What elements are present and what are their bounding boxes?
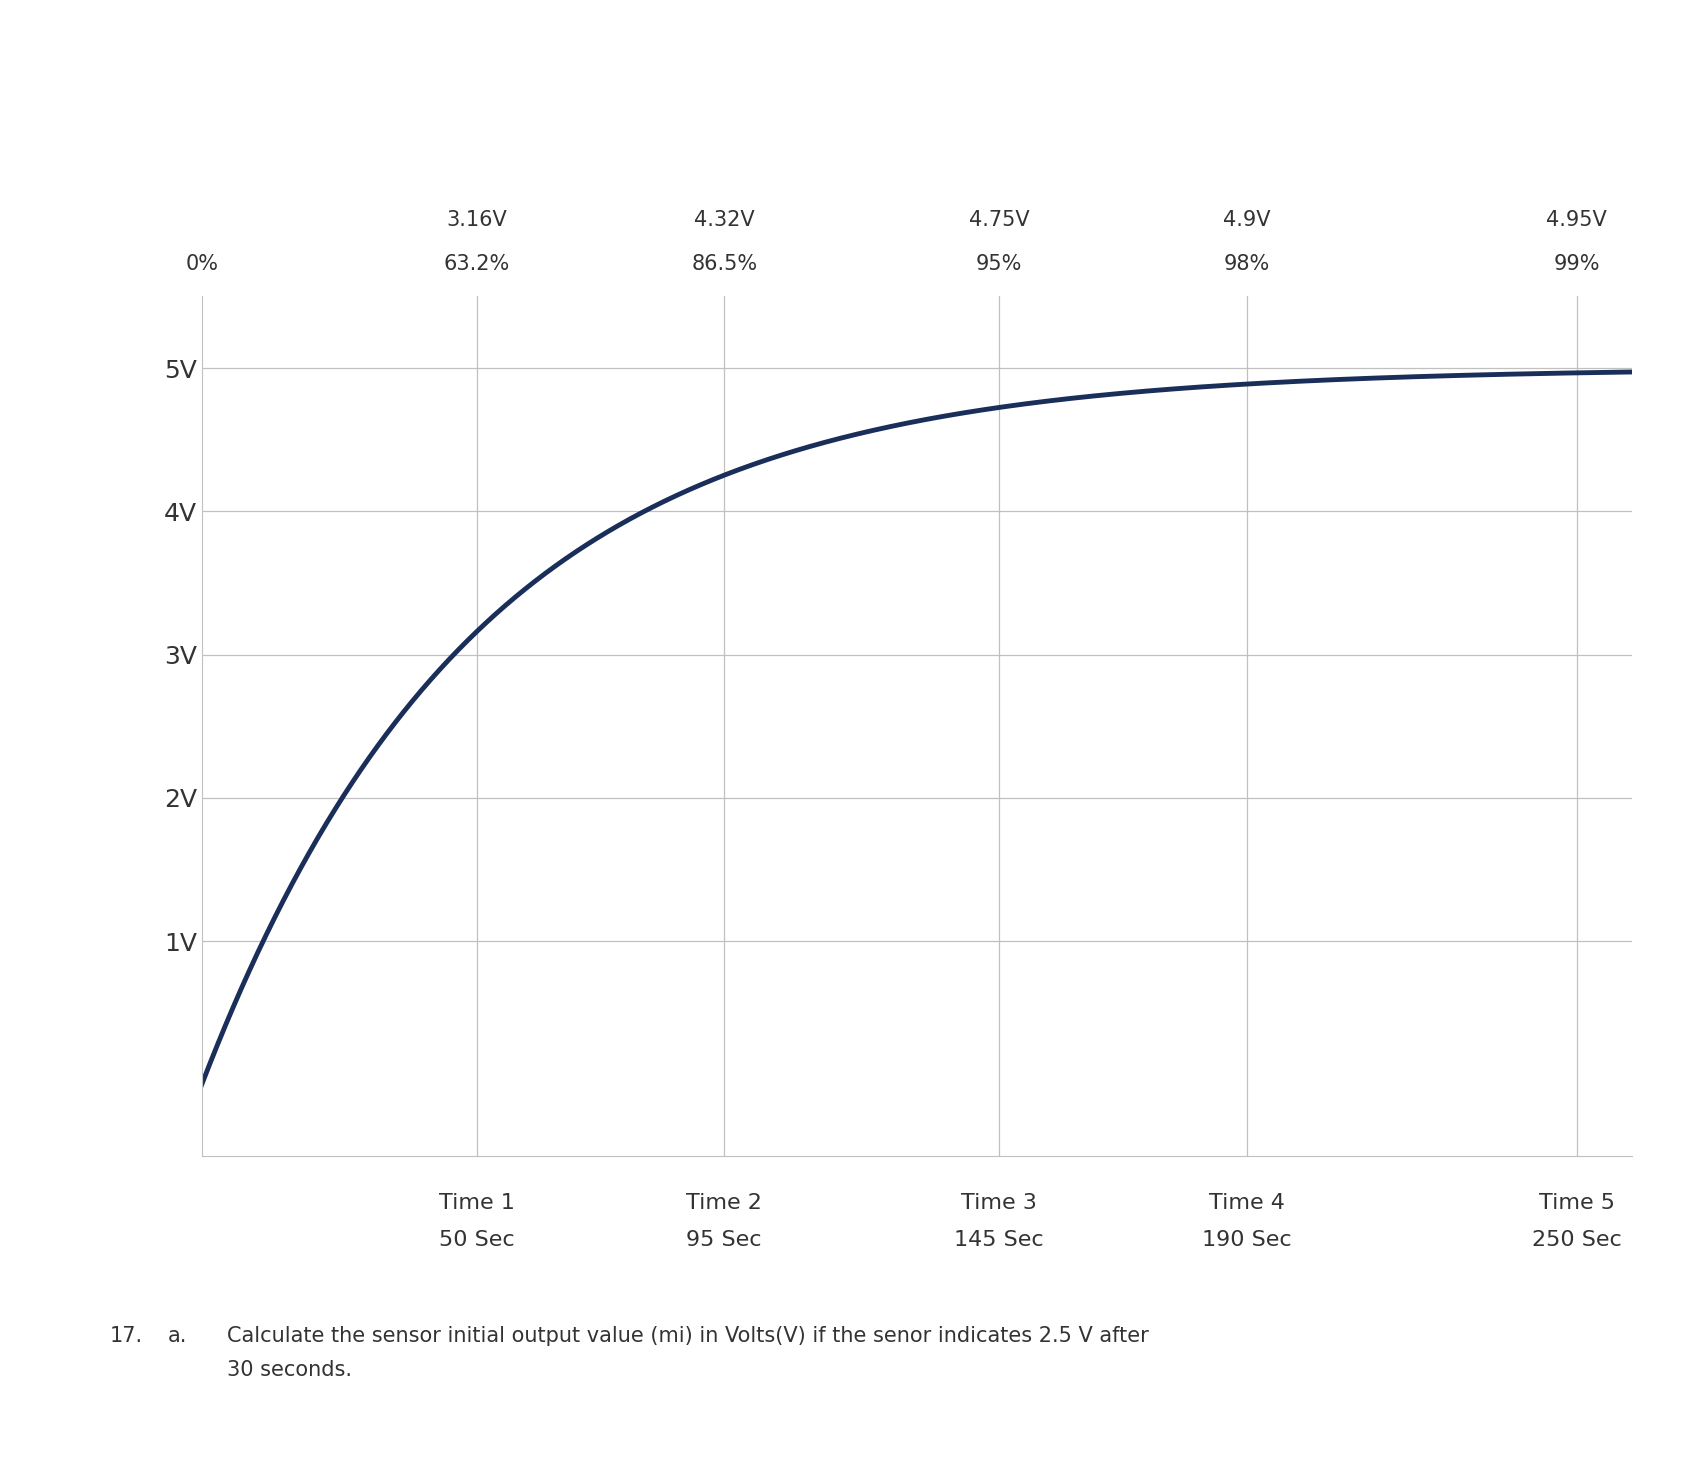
Text: 4.32V: 4.32V bbox=[695, 210, 755, 230]
Text: Time 5: Time 5 bbox=[1539, 1193, 1615, 1212]
Text: 4.95V: 4.95V bbox=[1546, 210, 1606, 230]
Text: a.: a. bbox=[168, 1326, 188, 1346]
Text: Time 1: Time 1 bbox=[439, 1193, 515, 1212]
Text: 4.75V: 4.75V bbox=[969, 210, 1029, 230]
Text: 4.9V: 4.9V bbox=[1223, 210, 1270, 230]
Text: 190 Sec: 190 Sec bbox=[1203, 1230, 1292, 1249]
Text: 250 Sec: 250 Sec bbox=[1532, 1230, 1621, 1249]
Text: 145 Sec: 145 Sec bbox=[954, 1230, 1045, 1249]
Text: 50 Sec: 50 Sec bbox=[439, 1230, 515, 1249]
Text: 86.5%: 86.5% bbox=[691, 255, 757, 274]
Text: 63.2%: 63.2% bbox=[444, 255, 510, 274]
Text: 30 seconds.: 30 seconds. bbox=[227, 1360, 352, 1380]
Text: 98%: 98% bbox=[1223, 255, 1270, 274]
Text: Time 4: Time 4 bbox=[1209, 1193, 1285, 1212]
Text: 95%: 95% bbox=[976, 255, 1023, 274]
Text: 0%: 0% bbox=[185, 255, 219, 274]
Text: Time 3: Time 3 bbox=[960, 1193, 1038, 1212]
Text: Calculate the sensor initial output value (mi) in Volts(V) if the senor indicate: Calculate the sensor initial output valu… bbox=[227, 1326, 1149, 1346]
Text: 3.16V: 3.16V bbox=[446, 210, 508, 230]
Text: 17.: 17. bbox=[109, 1326, 143, 1346]
Text: 99%: 99% bbox=[1552, 255, 1600, 274]
Text: 95 Sec: 95 Sec bbox=[686, 1230, 762, 1249]
Text: Time 2: Time 2 bbox=[686, 1193, 762, 1212]
